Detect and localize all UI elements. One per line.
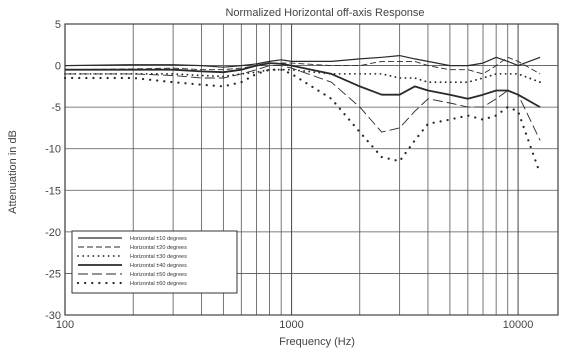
- y-tick-label: -10: [45, 144, 61, 156]
- y-tick-label: -15: [45, 185, 61, 197]
- series-layer: [63, 54, 542, 175]
- x-axis-label: Frequency (Hz): [279, 336, 355, 348]
- legend-label: Horizontal ±60 degrees: [130, 281, 187, 287]
- chart-title: Normalized Horizontal off-axis Response: [225, 7, 424, 19]
- y-tick-label: -30: [45, 310, 61, 322]
- y-tick-label: 0: [55, 61, 61, 73]
- legend-label: Horizontal ±10 degrees: [130, 236, 187, 242]
- plot-frame: [64, 23, 559, 316]
- series-line-3: [64, 68, 541, 84]
- legend: Horizontal ±10 degrees Horizontal ±20 deg…: [71, 230, 238, 294]
- series-line-1: [64, 54, 541, 68]
- x-tick-label: 1000: [279, 319, 303, 331]
- y-tick-label: -5: [51, 102, 61, 114]
- y-tick-label: -20: [45, 227, 61, 239]
- legend-label: Horizontal ±20 degrees: [130, 245, 187, 251]
- x-tick-label: 100: [56, 319, 74, 331]
- series-line-2: [64, 56, 541, 75]
- y-axis-label: Attenuation in dB: [7, 130, 19, 214]
- legend-label: Horizontal ±50 degrees: [130, 272, 187, 278]
- series-line-5: [65, 65, 541, 141]
- legend-label: Horizontal ±30 degrees: [130, 254, 187, 260]
- series-line-4: [65, 62, 541, 108]
- y-tick-label: -25: [45, 268, 61, 280]
- x-tick-label: 10000: [503, 319, 534, 331]
- legend-label: Horizontal ±40 degrees: [130, 263, 187, 269]
- y-tick-label: 5: [55, 19, 61, 31]
